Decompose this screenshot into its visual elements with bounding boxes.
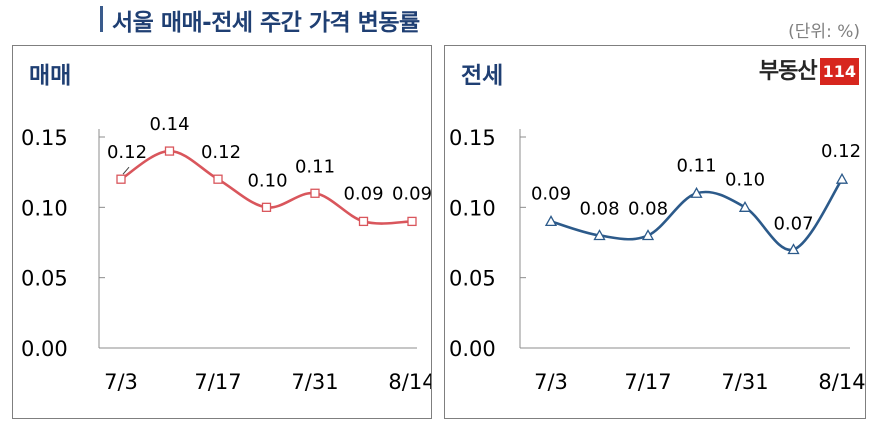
y-tick-label: 0.15 [21,126,68,150]
x-tick-label: 7/31 [721,370,768,394]
x-tick-label: 8/14 [388,370,431,394]
y-tick-label: 0.15 [449,126,496,150]
data-point [116,174,126,184]
data-label: 0.08 [579,198,619,219]
logo-text: 부동산 [758,59,818,84]
data-point [835,172,849,184]
title-accent-bar [100,6,103,32]
data-label: 0.12 [107,142,147,163]
data-label-leader [122,166,130,175]
data-label: 0.11 [676,155,716,176]
chart-title-sale: 매매 [29,63,72,89]
data-point [213,174,223,184]
data-label: 0.11 [295,156,335,177]
data-point [787,243,800,255]
data-label: 0.14 [149,114,189,135]
x-tick-label: 7/3 [534,370,568,394]
y-tick-label: 0.10 [21,196,68,220]
data-label: 0.09 [531,183,571,204]
y-tick-label: 0.00 [449,337,496,361]
data-point [310,188,320,198]
data-point [690,186,703,198]
chart-sale: 0.000.050.100.157/3 7/17 7/31 8/140.120.140… [21,114,431,394]
data-label: 0.10 [725,169,765,190]
x-tick-label: 7/31 [291,370,338,394]
data-point [544,215,558,227]
data-label: 0.12 [821,141,861,162]
data-point [641,229,655,241]
logo-number: 114 [819,58,859,85]
chart-title-jeonse: 전세 [461,63,504,89]
brand-logo: 부동산 114 [759,58,859,85]
y-tick-label: 0.10 [449,196,496,220]
data-label: 0.09 [392,183,431,204]
data-point [738,200,752,212]
y-tick-label: 0.05 [21,267,68,291]
data-label: 0.09 [343,183,383,204]
x-tick-label: 7/3 [104,370,138,394]
chart-jeonse: 0.00 0.05 0.10 0.15 7/3 7/17 7/31 8/14 0.09 0.08 0… [449,126,865,394]
data-point [407,216,417,227]
data-point [593,229,606,241]
chart-panel-sale: 매매 0.00 0.05 0.10 0.15 7/3 7/17 7/31 8/14 0.12 0.… [12,45,432,419]
chart-panel-jeonse: 전세 부동산 114 0.00 0.05 0.10 0.15 7/3 7/17 7/31 8/… [444,45,866,419]
y-tick-label: 0.05 [449,267,496,291]
data-label: 0.10 [247,170,287,191]
data-label: 0.08 [628,198,668,219]
unit-label: (단위: %) [788,22,860,42]
page-title: 서울 매매-전세 주간 가격 변동률 [112,10,420,36]
x-tick-label: 7/17 [194,370,241,394]
x-tick-label: 7/17 [624,370,671,394]
data-point [261,202,272,212]
x-tick-label: 8/14 [818,370,865,394]
y-tick-label: 0.00 [21,337,68,361]
data-label: 0.07 [773,214,813,235]
data-point [164,146,175,156]
data-point [358,216,369,227]
data-label: 0.12 [201,142,241,163]
